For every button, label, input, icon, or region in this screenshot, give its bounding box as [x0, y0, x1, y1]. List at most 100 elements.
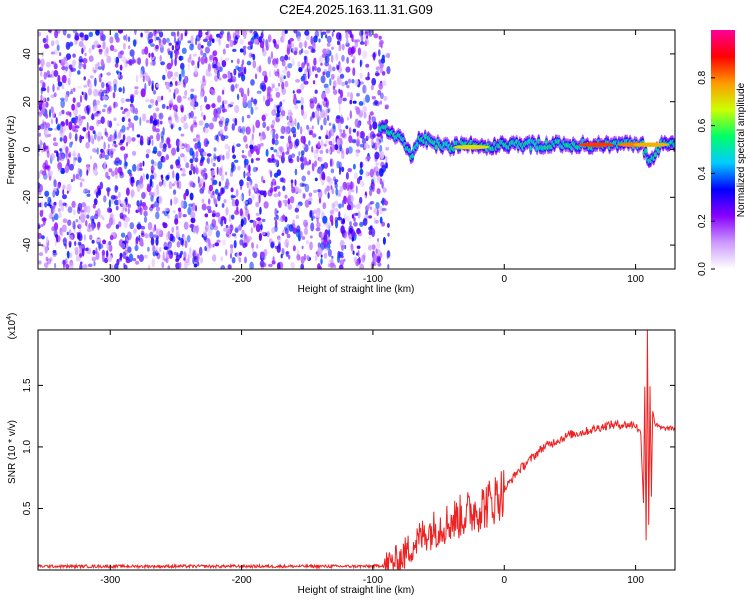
spectrogram-noise-cell: [168, 117, 172, 121]
spectrogram-noise-cell: [122, 134, 126, 141]
spectrogram-noise-cell: [201, 198, 205, 203]
spectrogram-noise-cell: [332, 66, 336, 72]
spectrogram-noise-cell: [134, 86, 139, 90]
spectrogram-noise-cell: [362, 218, 368, 226]
spectrogram-noise-cell: [322, 71, 326, 76]
spectrogram-noise-cell: [144, 254, 148, 259]
spectrogram-noise-cell: [256, 90, 262, 94]
spectrogram-noise-cell: [97, 119, 102, 125]
spectrogram-noise-cell: [315, 227, 321, 232]
spectrogram-noise-cell: [220, 30, 225, 35]
spectrogram-noise-cell: [380, 92, 384, 100]
spectrogram-noise-cell: [135, 236, 139, 245]
spectrogram-noise-cell: [38, 152, 41, 157]
spectrogram-noise-cell: [79, 263, 83, 269]
spectrogram-noise-cell: [61, 84, 65, 90]
spectrogram-noise-cell: [261, 231, 266, 236]
spectrogram-noise-cell: [109, 234, 114, 241]
spectrogram-noise-cell: [180, 200, 184, 209]
spectrogram-noise-cell: [279, 55, 285, 62]
spectrogram-noise-cell: [160, 61, 166, 66]
spectrogram-noise-cell: [124, 207, 128, 212]
spectrogram-noise-cell: [319, 150, 324, 154]
spectrogram-noise-cell: [123, 42, 126, 50]
spectrogram-noise-cell: [220, 56, 223, 63]
spectrogram-noise-cell: [72, 87, 76, 93]
spectrogram-noise-cell: [330, 127, 335, 137]
spectrogram-noise-cell: [239, 48, 244, 53]
spectrogram-noise-cell: [304, 199, 310, 208]
spectrogram-noise-cell: [162, 37, 167, 45]
spectrogram-noise-cell: [318, 38, 321, 43]
spectrogram-noise-cell: [301, 175, 306, 182]
spectrogram-noise-cell: [154, 200, 160, 208]
spectrogram-noise-cell: [294, 118, 297, 127]
spectrogram-noise-cell: [217, 193, 221, 202]
spectrogram-noise-cell: [330, 185, 333, 190]
spectrogram-noise-cell: [183, 155, 187, 163]
spectrogram-noise-cell: [253, 38, 259, 45]
spectrogram-noise-cell: [346, 117, 350, 121]
spectrogram-noise-cell: [300, 135, 305, 144]
spectrogram-noise-cell: [375, 170, 380, 177]
spectrogram-noise-cell: [66, 190, 69, 194]
spectrogram-noise-cell: [139, 207, 143, 216]
spectrogram-noise-cell: [52, 207, 56, 216]
spectrogram-noise-cell: [61, 224, 67, 233]
spectrogram-noise-cell: [339, 166, 341, 176]
spectrogram-noise-cell: [211, 213, 216, 218]
spectrogram-noise-cell: [319, 156, 323, 163]
spectrogram-noise-cell: [347, 185, 352, 192]
spectrogram-noise-cell: [140, 135, 144, 144]
spectrogram-noise-cell: [161, 148, 166, 152]
snr-frame: [37, 329, 676, 571]
spectrogram-noise-cell: [225, 117, 230, 124]
spectrogram-noise-cell: [310, 35, 314, 45]
spectrogram-noise-cell: [303, 227, 309, 236]
spectrogram-noise-cell: [78, 59, 84, 63]
spectrogram-noise-cell: [365, 171, 368, 178]
spectrogram-noise-cell: [317, 189, 321, 193]
spectrogram-noise-cell: [313, 65, 317, 71]
spectrogram-noise-cell: [97, 187, 102, 196]
spectrogram-noise-cell: [162, 222, 168, 229]
spectrogram-noise-cell: [225, 227, 231, 235]
spectrogram-noise-cell: [214, 200, 217, 204]
spectrogram-noise-cell: [118, 87, 122, 93]
spectrogram-noise-cell: [178, 236, 181, 241]
spectrogram-noise-cell: [207, 238, 211, 247]
spectrogram-noise-cell: [112, 92, 116, 99]
spectrogram-noise-cell: [128, 121, 134, 128]
spectrogram-noise-cell: [168, 115, 173, 125]
colorbar-scale: [711, 30, 735, 269]
snr-x-ticks: -300 -200 -100 0 100: [100, 330, 644, 586]
spectrogram-noise-cell: [150, 237, 155, 246]
spectrogram-noise-cell: [282, 185, 286, 192]
spectrogram-noise-cell: [340, 225, 345, 235]
spectrogram-noise-cell: [187, 206, 192, 216]
spectrogram-noise-cell: [337, 255, 340, 263]
spectrogram-noise-cell: [379, 150, 385, 160]
spectrogram-noise-cell: [170, 98, 174, 105]
spectrogram-noise-cell: [151, 258, 156, 268]
spectrogram-noise-cell: [116, 123, 120, 127]
spectrogram-noise-cell: [338, 251, 344, 257]
spectrogram-noise-cell: [102, 108, 106, 113]
spectrogram-noise-cell: [48, 215, 53, 219]
spectrogram-noise-cell: [383, 200, 389, 206]
spectrogram-noise-cell: [333, 264, 337, 269]
spectrogram-noise-cell: [157, 118, 160, 127]
spectrogram-noise-cell: [62, 194, 67, 200]
spectrogram-noise-cell: [89, 155, 93, 160]
spectrogram-noise-cell: [65, 111, 71, 116]
spectrogram-noise-cell: [334, 144, 339, 151]
spectrogram-noise-cell: [323, 239, 329, 247]
spectrogram-noise-cell: [120, 232, 126, 238]
spectrogram-noise-cell: [38, 182, 41, 190]
spectrogram-noise-cell: [41, 217, 47, 222]
spectrogram-noise-cell: [303, 156, 308, 166]
spectrogram-noise-cell: [162, 180, 167, 188]
spectrogram-noise-cell: [272, 256, 275, 262]
spectrogram-noise-cell: [127, 207, 130, 215]
spectrogram-noise-cell: [320, 75, 326, 84]
